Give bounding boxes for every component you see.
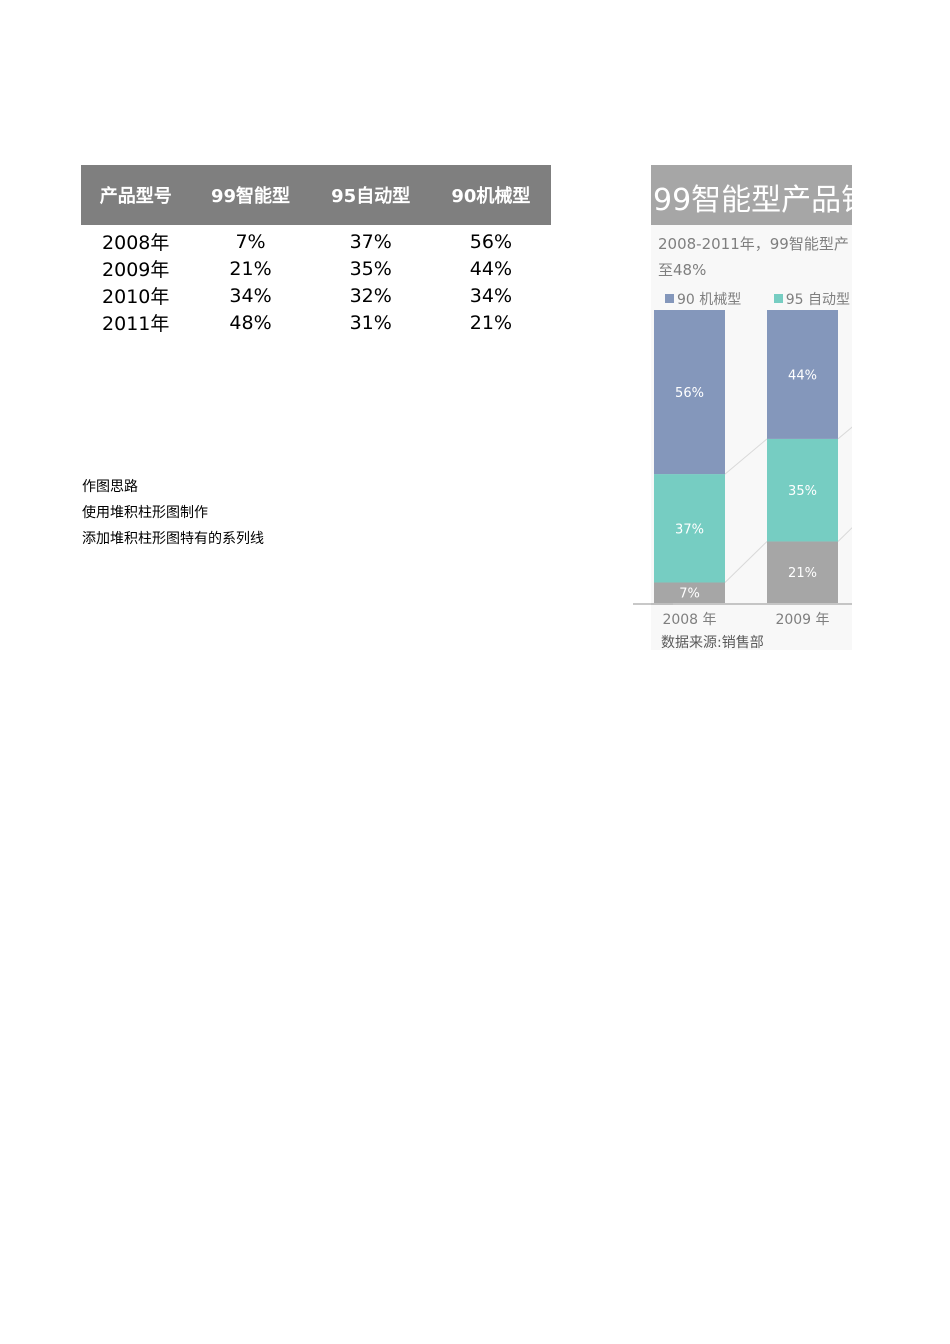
bar-segment: [767, 310, 838, 439]
data-label: 56%: [675, 386, 704, 401]
header-cell-mechanical: 90机械型: [430, 165, 551, 225]
series-line: [724, 541, 768, 583]
table-cell: 2011年: [102, 313, 170, 335]
chart-title-bar: [651, 165, 852, 225]
bar-segment: [767, 541, 838, 603]
data-label: 37%: [675, 522, 704, 537]
table-row: 2009年 21% 35% 44%: [81, 255, 551, 282]
chart-legend: 90 机械型 95 自动型: [665, 289, 852, 309]
legend-item: 95 自动型: [773, 289, 850, 309]
chart-plot: 7% 37% 56% 2008 年 21% 35% 44% 2009 年: [651, 310, 852, 628]
table-cell: 31%: [349, 311, 392, 334]
table-cell: 7%: [235, 230, 266, 253]
series-line: [837, 527, 852, 542]
notes: 作图思路 使用堆积柱形图制作 添加堆积柱形图特有的系列线: [82, 474, 264, 552]
note-line: 作图思路: [82, 479, 138, 495]
chart-title: 99智能型产品销: [653, 183, 852, 218]
table-cell: 2009年: [102, 259, 170, 281]
header-cell-smart: 99智能型: [190, 165, 311, 225]
table-cell: 2010年: [102, 286, 170, 308]
data-table: 产品型号 99智能型 95自动型 90机械型 2008年 7% 37% 56% …: [81, 165, 551, 336]
table-row: 2011年 48% 31% 21%: [81, 309, 551, 336]
chart: 99智能型产品销 2008-2011年，99智能型产至48% 90 机械型 95…: [651, 165, 852, 650]
table-cell: 48%: [229, 311, 272, 334]
x-tick-label: 2009 年: [775, 612, 829, 628]
header-cell-model: 产品型号: [81, 165, 191, 225]
chart-subtitle: 2008-2011年，99智能型产至48%: [658, 235, 849, 279]
legend-item: 90 机械型: [665, 289, 741, 309]
series-line: [837, 426, 852, 440]
data-label: 7%: [679, 587, 700, 602]
note-line: 使用堆积柱形图制作: [82, 505, 208, 521]
table-cell: 37%: [349, 230, 392, 253]
data-label: 35%: [788, 484, 817, 499]
table-cell: 32%: [349, 284, 392, 307]
table-cell: 21%: [469, 311, 512, 334]
table-row: 2008年 7% 37% 56%: [81, 225, 551, 255]
table-header-row: 产品型号 99智能型 95自动型 90机械型: [81, 165, 551, 225]
legend-label: 90 机械型: [677, 292, 742, 308]
bar-segment: [654, 582, 725, 603]
legend-swatch: [665, 294, 674, 303]
table-cell: 44%: [469, 257, 512, 280]
header-cell-auto: 95自动型: [310, 165, 431, 225]
bar-segment: [767, 438, 838, 542]
bar-segment: [654, 474, 725, 583]
table-row: 2010年 34% 32% 34%: [81, 282, 551, 309]
table-cell: 2008年: [102, 232, 170, 254]
data-label: 21%: [788, 566, 817, 581]
legend-label: 95 自动型: [785, 292, 850, 308]
table-cell: 56%: [469, 230, 512, 253]
table-cell: 35%: [349, 257, 392, 280]
table-cell: 34%: [469, 284, 512, 307]
bar-segment: [654, 310, 725, 475]
table-cell: 34%: [229, 284, 272, 307]
note-line: 添加堆积柱形图特有的系列线: [82, 531, 264, 547]
legend-swatch: [773, 294, 783, 303]
table-cell: 21%: [229, 257, 272, 280]
x-axis-extension: [633, 603, 673, 605]
data-label: 44%: [788, 368, 817, 383]
chart-source: 数据来源:销售部: [661, 635, 764, 650]
x-tick-label: 2008 年: [662, 612, 716, 628]
series-line: [724, 438, 768, 475]
